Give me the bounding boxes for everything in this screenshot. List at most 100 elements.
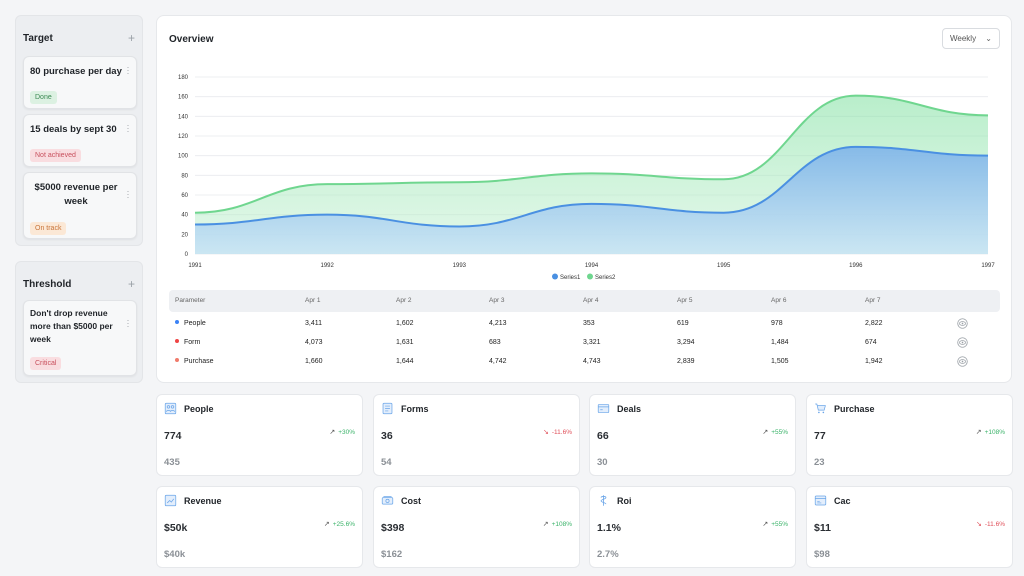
threshold-header: Threshold + (16, 262, 142, 294)
table-header: Parameter Apr 1 Apr 2 Apr 3 Apr 4 Apr 5 Apr 6 A… (169, 290, 1000, 312)
revenue-icon (164, 494, 177, 507)
threshold-card[interactable]: Don't drop revenue more than $5000 per w… (23, 300, 137, 376)
x-tick-label: 1994 (585, 263, 599, 269)
stat-value: $11 (814, 522, 831, 534)
column-header: Apr 4 (583, 297, 599, 304)
table-cell: 1,484 (771, 339, 789, 346)
trend-value: +55% (771, 520, 788, 528)
series-line-series1 (194, 145, 989, 228)
table-cell: 4,742 (489, 358, 507, 365)
add-threshold-icon[interactable]: + (127, 277, 135, 291)
forms-icon (382, 402, 393, 415)
y-tick-label: 60 (181, 193, 188, 199)
period-label: Weekly (950, 34, 977, 43)
y-tick-label: 40 (181, 213, 188, 219)
stat-value: 1.1% (597, 522, 621, 534)
target-card-title: 15 deals by sept 30 (30, 124, 117, 135)
stat-name: Revenue (184, 496, 222, 506)
y-tick-label: 160 (178, 95, 189, 101)
eye-icon[interactable] (957, 318, 968, 329)
more-options-icon[interactable]: · · · (126, 62, 130, 78)
more-options-icon[interactable]: · · · (126, 315, 130, 331)
parameter-table: Parameter Apr 1 Apr 2 Apr 3 Apr 4 Apr 5 Apr 6 A… (169, 290, 1000, 371)
series-line-series2 (194, 94, 989, 214)
table-cell: 683 (489, 339, 501, 346)
stat-previous-value: 2.7% (597, 549, 619, 560)
trend-value: +108% (984, 428, 1005, 436)
add-target-icon[interactable]: + (127, 31, 135, 45)
eye-icon[interactable] (957, 356, 968, 367)
stat-name: Cac (834, 496, 851, 506)
stat-card-cost[interactable]: Cost $398 $162 ↗ +108% (373, 486, 580, 568)
table-cell: 619 (677, 320, 689, 327)
table-row: Purchase 1,660 1,644 4,742 4,743 2,839 1,505 1,… (169, 352, 1000, 371)
column-header: Apr 3 (489, 297, 505, 304)
stat-value: 77 (814, 430, 826, 442)
target-card[interactable]: $5000 revenue per week · · · On track (23, 172, 137, 239)
more-options-icon[interactable]: · · · (126, 186, 130, 202)
x-tick-label: 1995 (717, 263, 731, 269)
stat-card-cac[interactable]: Cac $11 $98 ↘ -11.6% (806, 486, 1013, 568)
stat-previous-value: 30 (597, 457, 608, 468)
cost-icon (381, 496, 394, 505)
target-card[interactable]: 15 deals by sept 30 · · · Not achieved (23, 114, 137, 167)
more-options-icon[interactable]: · · · (126, 120, 130, 136)
deals-icon (597, 404, 610, 413)
overview-title: Overview (169, 34, 214, 45)
series-area-series1 (195, 146, 988, 254)
x-tick-label: 1991 (188, 263, 202, 269)
overview-chart: 0 20 40 60 80 100 120 140 160 180 1991 1992 1993 1994… (178, 75, 995, 281)
people-icon (164, 402, 177, 415)
y-tick-label: 80 (181, 173, 188, 179)
stat-name: Deals (617, 404, 642, 414)
trend-down-icon: ↘ (543, 429, 549, 436)
stat-name: Cost (401, 496, 421, 506)
trend-badge: ↗ +108% (976, 428, 1005, 437)
table-cell: 353 (583, 320, 595, 327)
row-label: Purchase (175, 352, 214, 371)
trend-up-icon: ↗ (329, 429, 336, 436)
target-card-title: 80 purchase per day (30, 66, 122, 77)
eye-icon[interactable] (957, 337, 968, 348)
table-cell: 1,602 (396, 320, 414, 327)
trend-value: +55% (771, 428, 788, 436)
column-header: Apr 7 (865, 297, 881, 304)
target-card[interactable]: 80 purchase per day · · · Done (23, 56, 137, 109)
x-tick-label: 1992 (320, 263, 334, 269)
x-tick-label: 1996 (849, 263, 863, 269)
y-tick-label: 180 (178, 75, 189, 81)
status-badge: Done (30, 91, 57, 104)
stat-card-deals[interactable]: Deals 66 30 ↗ +55% (589, 394, 796, 476)
column-header: Apr 5 (677, 297, 693, 304)
row-label: People (175, 314, 206, 333)
table-cell: 4,743 (583, 358, 601, 365)
target-card-title: $5000 revenue per week (34, 182, 118, 207)
stat-name: Roi (617, 496, 632, 506)
table-cell: 2,822 (865, 320, 883, 327)
x-tick-label: 1993 (453, 263, 467, 269)
y-tick-label: 120 (178, 134, 189, 140)
series-dot (175, 339, 179, 344)
status-badge: On track (30, 222, 67, 235)
period-select[interactable]: Weekly ⌄ (942, 28, 1000, 49)
stat-value: $50k (164, 522, 188, 534)
stat-card-purchase[interactable]: Purchase 77 23 ↗ +108% (806, 394, 1013, 476)
trend-value: -11.6% (551, 428, 572, 436)
stat-name: People (184, 404, 214, 414)
table-cell: 3,321 (583, 339, 601, 346)
trend-up-icon: ↗ (762, 429, 769, 436)
row-label: Form (175, 333, 200, 352)
y-tick-label: 20 (181, 232, 188, 238)
status-badge: Not achieved (30, 149, 81, 162)
roi-icon (600, 495, 607, 506)
stat-card-revenue[interactable]: Revenue $50k $40k ↗ +25.6% (156, 486, 363, 568)
column-header: Apr 6 (771, 297, 787, 304)
trend-up-icon: ↗ (542, 521, 549, 528)
cac-icon (814, 495, 827, 506)
target-header: Target + (16, 16, 142, 48)
legend-dot (587, 273, 593, 280)
trend-badge: ↗ +55% (762, 428, 788, 437)
stat-card-roi[interactable]: Roi 1.1% 2.7% ↗ +55% (589, 486, 796, 568)
stat-card-forms[interactable]: Forms 36 54 ↘ -11.6% (373, 394, 580, 476)
stat-card-people[interactable]: People 774 435 ↗ +30% (156, 394, 363, 476)
